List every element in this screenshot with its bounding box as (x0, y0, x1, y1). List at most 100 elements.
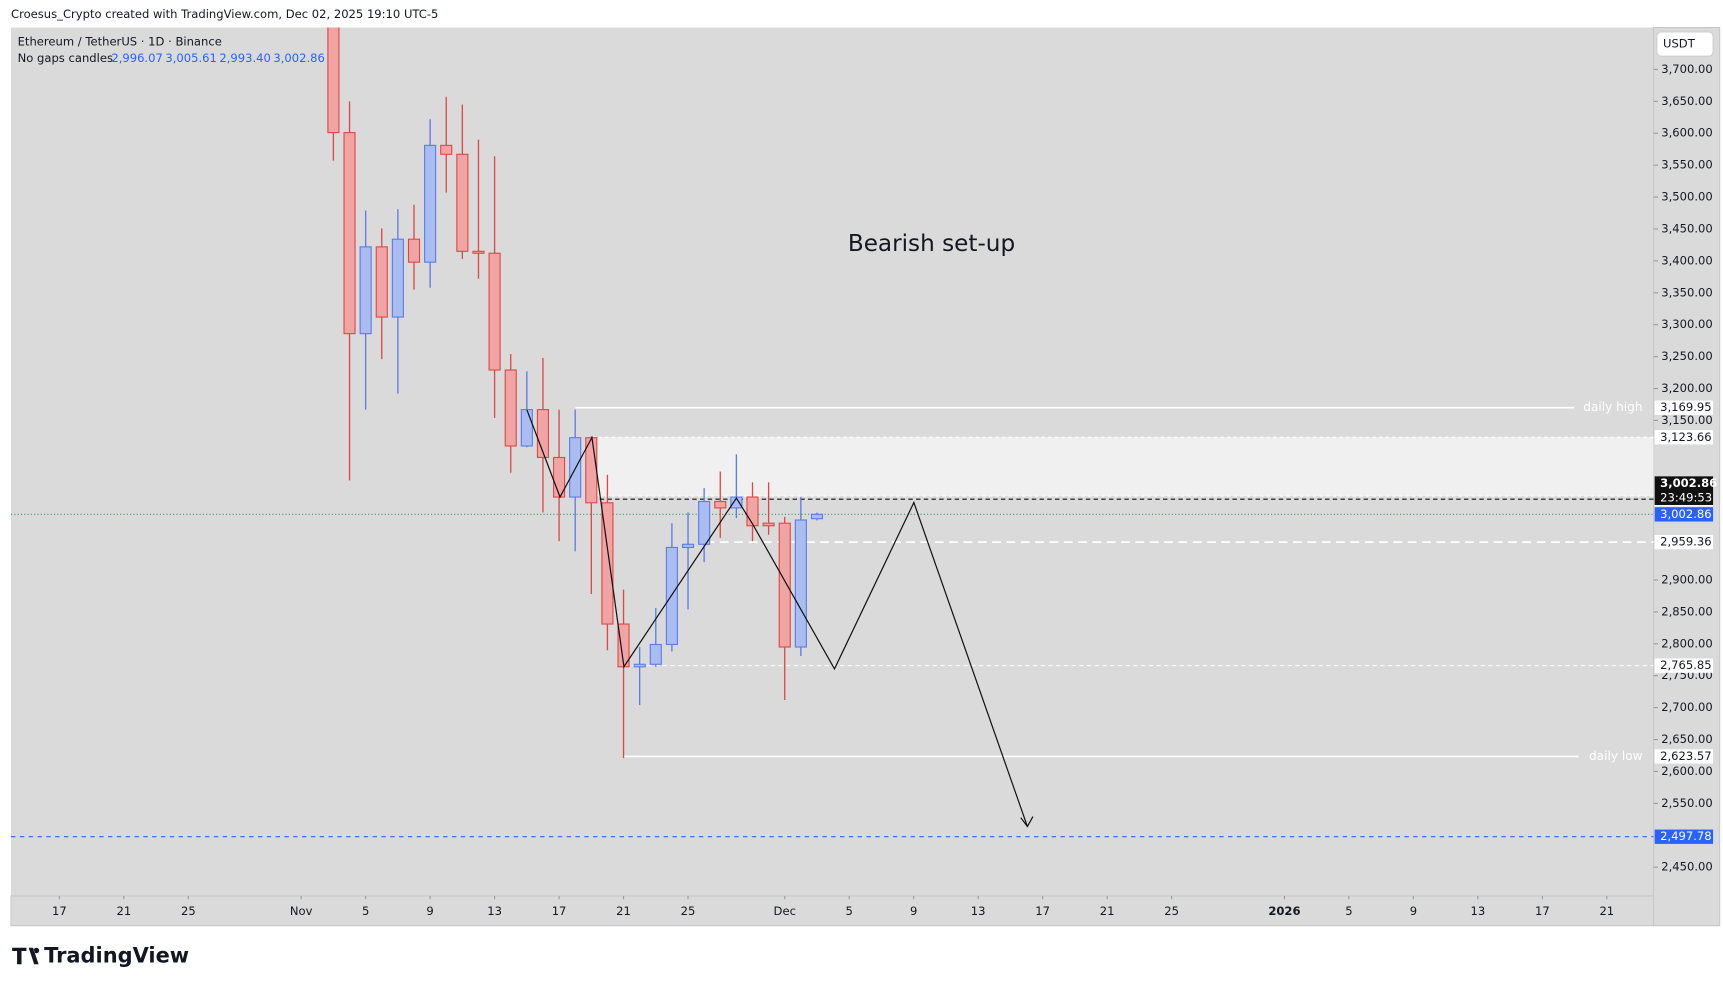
candle-body (633, 663, 646, 668)
candle-body (536, 409, 550, 459)
x-tick-label: Nov (290, 904, 313, 918)
price-label: 2,959.36 (1660, 535, 1712, 549)
price-label: 3,169.95 (1660, 400, 1712, 414)
axes: 3,700.00 3,650.00 3,600.00 3,550.00 3,500.00… (52, 62, 1717, 918)
candle-body (504, 369, 517, 447)
candle-body (327, 27, 340, 134)
plot: daily high daily low (11, 27, 1654, 838)
candle-body (585, 437, 598, 504)
candle-body (746, 496, 759, 527)
y-tick-label: 2,800.00 (1661, 636, 1713, 650)
candle-body (794, 519, 807, 648)
y-tick-label: 2,900.00 (1661, 573, 1713, 587)
logo: TradingView (12, 944, 189, 968)
price-label-bg (1654, 749, 1714, 764)
x-tick-label: 9 (426, 904, 433, 918)
y-tick-label: 2,450.00 (1661, 860, 1713, 874)
candle-body (343, 132, 356, 335)
currency-button[interactable] (1656, 31, 1714, 57)
brand: TradingView (44, 944, 189, 968)
candle-body (456, 153, 469, 252)
credit: Croesus_Crypto created with TradingView.… (11, 7, 438, 21)
y-tick-label: 3,300.00 (1661, 317, 1713, 331)
currency-label[interactable]: USDT (1663, 37, 1696, 51)
price-label: 2,765.85 (1660, 658, 1712, 672)
x-tick-label: 13 (1470, 904, 1485, 918)
x-tick-label: 25 (1164, 904, 1179, 918)
time-axis-bg (10, 895, 1655, 927)
y-tick-label: 3,550.00 (1661, 158, 1713, 172)
x-tick-label: 17 (1535, 904, 1550, 918)
projection-arrow (1020, 816, 1034, 828)
y-tick-label: 3,150.00 (1661, 413, 1713, 427)
price-label-bg (1654, 507, 1714, 522)
ohlc-high: 3,005.61 (165, 51, 217, 65)
projection-path (526, 409, 1028, 827)
y-tick-label: 3,200.00 (1661, 381, 1713, 395)
x-tick-label: 2026 (1268, 904, 1300, 918)
y-tick-label: 3,650.00 (1661, 94, 1713, 108)
x-tick-label: 17 (552, 904, 567, 918)
annotation: Bearish set-up (848, 231, 1015, 257)
symbol-title: Ethereum / TetherUS · 1D · Binance (18, 34, 222, 48)
x-tick-label: 21 (1599, 904, 1614, 918)
x-tick-label: 5 (1345, 904, 1352, 918)
y-tick-label: 2,700.00 (1661, 700, 1713, 714)
candle-body (714, 500, 727, 509)
candle-body (810, 513, 824, 520)
candle-body (681, 543, 695, 549)
price-label-bg (1654, 534, 1714, 550)
ohlc-low: 2,993.40 (219, 51, 271, 65)
x-tick-label: 21 (1100, 904, 1115, 918)
level-text: daily low (1589, 749, 1643, 763)
candle-body (698, 500, 711, 545)
candle-style: No gaps candles (18, 51, 113, 65)
y-tick-label: 3,500.00 (1661, 190, 1713, 204)
x-tick-label: 17 (52, 904, 67, 918)
x-tick-label: 25 (181, 904, 196, 918)
candle-body (778, 522, 791, 648)
candle-body (488, 252, 501, 371)
price-label: 2,497.78 (1660, 829, 1712, 843)
x-tick-label: 13 (971, 904, 986, 918)
candle-body (649, 643, 662, 665)
zone (591, 437, 1654, 497)
y-tick-label: 3,400.00 (1661, 253, 1713, 267)
y-tick-label: 3,450.00 (1661, 221, 1713, 235)
level-text: daily high (1583, 400, 1642, 414)
x-tick-label: 21 (116, 904, 131, 918)
y-tick-label: 2,650.00 (1661, 732, 1713, 746)
y-tick-label: 3,700.00 (1661, 62, 1713, 76)
y-tick-label: 2,850.00 (1661, 604, 1713, 618)
x-tick-label: 21 (616, 904, 631, 918)
y-tick-label: 3,250.00 (1661, 349, 1713, 363)
price-label-bg (1654, 658, 1714, 673)
price-label-bg (1654, 829, 1714, 844)
ohlc-open: 2,996.07 (111, 51, 163, 65)
y-tick-label: 2,600.00 (1661, 764, 1713, 778)
price-label: 3,123.66 (1660, 430, 1712, 444)
x-tick-label: 25 (681, 904, 696, 918)
candle-body (762, 522, 775, 527)
x-tick-label: 13 (487, 904, 502, 918)
candle-body (520, 409, 533, 447)
price-label: 2,623.57 (1660, 749, 1712, 763)
y-tick-label: 2,550.00 (1661, 796, 1713, 810)
candle-body (440, 144, 453, 155)
candle-body (391, 238, 404, 318)
price-label-bg (1654, 476, 1714, 505)
x-tick-label: 5 (362, 904, 369, 918)
x-tick-label: 5 (846, 904, 853, 918)
y-tick-label: 3,600.00 (1661, 126, 1713, 140)
countdown: 23:49:53 (1660, 490, 1712, 504)
candle-body (359, 246, 372, 335)
candle-body (472, 250, 485, 254)
price-label-bg (1654, 400, 1714, 415)
price-label: 3,002.86 (1660, 476, 1717, 490)
ohlc-close: 3,002.86 (273, 51, 325, 65)
candle-body (553, 456, 566, 498)
candle-body (407, 238, 421, 263)
candle-body (424, 144, 437, 263)
x-tick-label: 9 (1410, 904, 1417, 918)
